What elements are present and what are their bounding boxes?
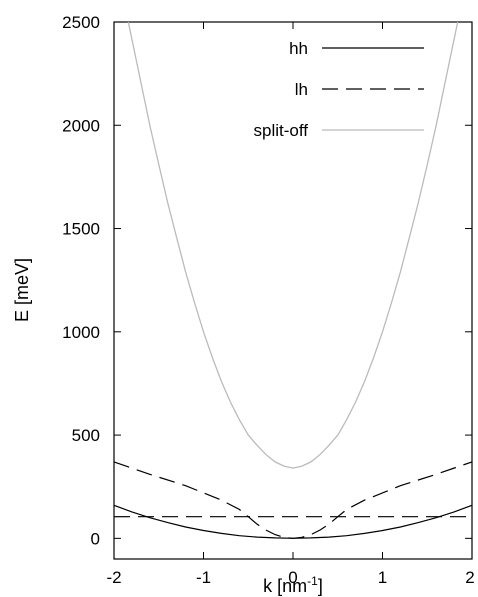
y-tick-label: 2500 (62, 13, 100, 32)
x-axis-label-main: k [nm (263, 576, 307, 596)
x-tick-label: 2 (465, 568, 474, 587)
x-axis-label-sup: -1 (307, 574, 318, 588)
x-tick-label: -1 (196, 568, 211, 587)
legend-label-hh: hh (289, 39, 308, 58)
y-tick-label: 2000 (62, 116, 100, 135)
legend-label-lh: lh (295, 80, 308, 99)
series-layer (113, 21, 473, 539)
y-tick-label: 0 (91, 529, 100, 548)
y-tick-label: 1000 (62, 323, 100, 342)
y-axis-label: E [meV] (12, 258, 32, 322)
x-tick-label: 1 (378, 568, 387, 587)
y-tick-label: 1500 (62, 220, 100, 239)
plot-frame (113, 21, 473, 560)
y-tick-label: 500 (72, 426, 100, 445)
axis-ticks: -2 -1 0 1 2 0 500 1000 1500 2000 2500 (62, 13, 475, 587)
x-axis-label-end: ] (318, 576, 323, 596)
series-split-off-line-3 (127, 21, 459, 469)
legend: hh lh split-off (254, 39, 424, 140)
series-hh-line-0 (113, 504, 473, 539)
x-axis-label: k [nm-1] (263, 574, 323, 596)
x-tick-label: -2 (106, 568, 121, 587)
x-tick-label: 0 (288, 568, 297, 587)
series-lh-line-2 (113, 461, 473, 539)
legend-label-split-off: split-off (254, 121, 309, 140)
